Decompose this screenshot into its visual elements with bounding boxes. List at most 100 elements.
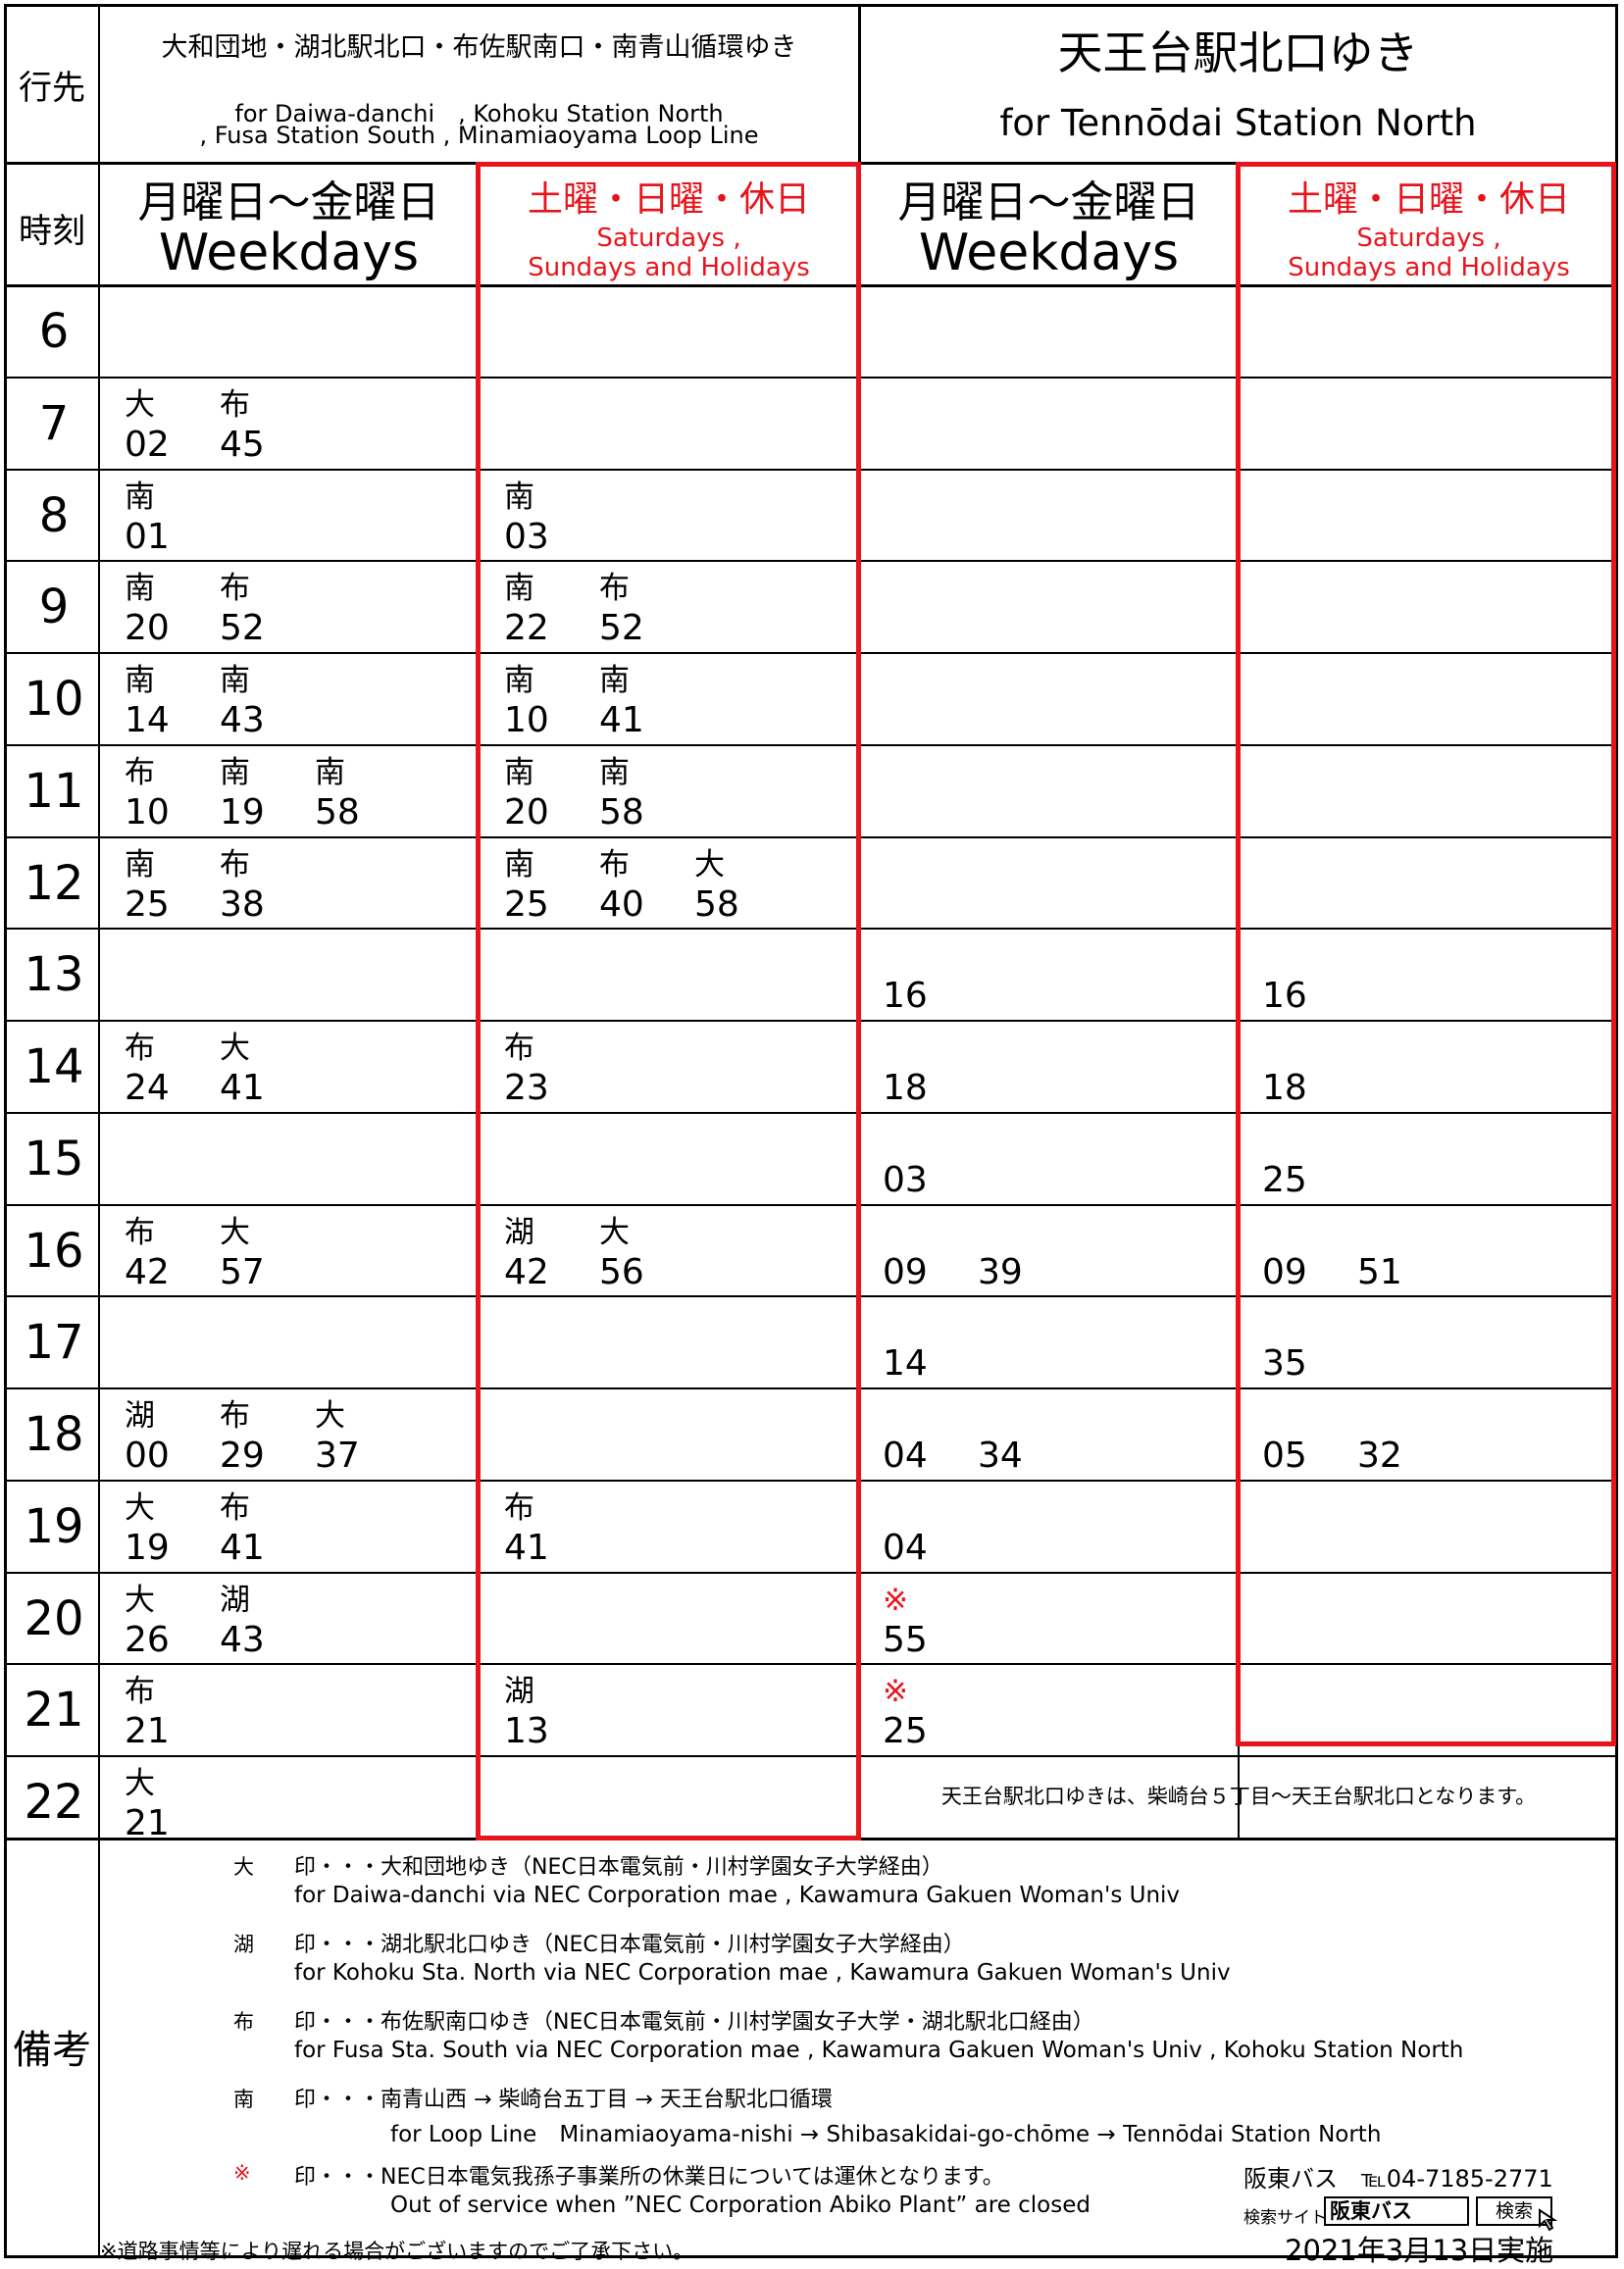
hour-row-divider <box>4 1295 1618 1298</box>
route-mark: 南 <box>315 754 345 790</box>
departure-entry: 南 25 <box>504 846 549 925</box>
departure-minute: 21 <box>125 1711 170 1752</box>
departure-entry: 16 <box>883 937 928 1016</box>
route-mark: 布 <box>125 1031 155 1066</box>
departure-minute: 04 <box>883 1527 928 1568</box>
route-mark: 布 <box>125 754 155 790</box>
departure-entry: 39 <box>978 1214 1023 1292</box>
departure-minute: 41 <box>220 1068 265 1108</box>
departure-entry: 04 <box>883 1489 928 1568</box>
route-mark: 南 <box>504 571 534 607</box>
departure-minute: 29 <box>220 1436 265 1476</box>
departure-minute: 35 <box>1262 1343 1307 1385</box>
route-mark: 南 <box>599 754 630 790</box>
departure-entry: 南 22 <box>504 570 549 648</box>
departure-minute: 20 <box>504 791 549 832</box>
departure-entry: 18 <box>883 1030 928 1108</box>
departure-entry: 布 38 <box>220 846 265 925</box>
departure-minute: 25 <box>883 1711 928 1752</box>
route-mark <box>883 1397 928 1437</box>
daytype-divider <box>4 284 1618 287</box>
hour-label: 17 <box>24 1315 84 1371</box>
hour-row-divider <box>4 1203 1618 1206</box>
hour-row-divider <box>4 468 1618 471</box>
note-english: for Fusa Sta. South via NEC Corporation … <box>294 2038 1464 2063</box>
left-destination-en-1: for Daiwa-danchi , Kohoku Station North <box>234 100 724 127</box>
note-english: Out of service when ”NEC Corporation Abi… <box>390 2193 1091 2218</box>
note-japanese: 印・・・NEC日本電気我孫子事業所の休業日については運休となります。 <box>294 2165 1004 2190</box>
route-mark: 南 <box>220 663 250 698</box>
departure-minute: 58 <box>599 791 644 832</box>
departure-minute: 04 <box>883 1436 928 1476</box>
hour-label: 19 <box>24 1498 84 1554</box>
departure-minute: 03 <box>883 1159 928 1200</box>
hour-label: 21 <box>24 1683 84 1739</box>
hour-row-divider <box>4 1479 1618 1482</box>
departure-minute: 18 <box>883 1068 928 1108</box>
note-symbol: 南 <box>233 2088 254 2111</box>
departure-entry: 南 20 <box>504 754 549 832</box>
right-daytype-divider <box>1238 162 1240 1839</box>
hour-row-divider <box>4 1111 1618 1114</box>
search-button[interactable]: 検索 <box>1476 2196 1552 2226</box>
note-symbol: ※ <box>233 2161 251 2185</box>
departure-minute: 41 <box>220 1527 265 1568</box>
departure-entry: 南 03 <box>504 479 549 557</box>
departure-entry: 18 <box>1262 1030 1307 1108</box>
note-japanese: 印・・・布佐駅南口ゆき（NEC日本電気前・川村学園女子大学・湖北駅北口経由） <box>294 2010 1094 2035</box>
departure-minute: 25 <box>504 883 549 925</box>
departure-minute: 34 <box>978 1436 1023 1476</box>
route-mark: 布 <box>220 571 250 607</box>
hour-label: 12 <box>24 855 84 911</box>
departure-entry: 大 57 <box>220 1214 265 1292</box>
route-mark <box>978 1214 1023 1253</box>
route-mark: 南 <box>599 663 630 698</box>
departure-entry: 25 <box>1262 1122 1307 1200</box>
route-mark: 南 <box>125 571 155 607</box>
departure-minute: 55 <box>883 1619 928 1660</box>
hour-label: 13 <box>24 947 84 1003</box>
hour-label: 10 <box>24 672 84 727</box>
departure-entry: 大 37 <box>315 1397 360 1476</box>
departure-minute: 19 <box>220 791 265 832</box>
departure-minute: 18 <box>1262 1068 1307 1108</box>
route-mark <box>1262 1305 1307 1344</box>
time-label: 時刻 <box>19 212 85 251</box>
departure-entry: 南 41 <box>599 662 644 740</box>
right-holiday-en-2: Sundays and Holidays <box>1288 253 1570 282</box>
search-field[interactable]: 阪東バス <box>1324 2196 1469 2226</box>
hour-label: 15 <box>24 1131 84 1186</box>
departure-entry: 布 52 <box>220 570 265 648</box>
departure-minute: 58 <box>315 791 360 832</box>
departure-entry: 大 19 <box>125 1489 170 1568</box>
departure-minute: 45 <box>220 424 265 465</box>
hour-row-divider <box>4 743 1618 746</box>
departure-minute: 23 <box>504 1068 549 1108</box>
note-english: for Kohoku Sta. North via NEC Corporatio… <box>294 1960 1231 1986</box>
right-destination-en: for Tennōdai Station North <box>999 102 1477 144</box>
departure-entry: 布 52 <box>599 570 644 648</box>
search-button-label: 検索 <box>1495 2200 1533 2222</box>
header-divider <box>4 162 1618 165</box>
route-mark <box>883 937 928 977</box>
hour-label: 16 <box>24 1223 84 1279</box>
left-weekday-en: Weekdays <box>158 224 420 282</box>
departure-entry: 南 01 <box>125 479 170 557</box>
departure-entry: 35 <box>1262 1305 1307 1384</box>
departure-minute: 41 <box>599 700 644 740</box>
search-label: 検索サイト <box>1243 2208 1327 2228</box>
departure-entry: 南 25 <box>125 846 170 925</box>
note-japanese: 印・・・湖北駅北口ゆき（NEC日本電気前・川村学園女子大学経由） <box>294 1933 965 1957</box>
departure-entry: 51 <box>1357 1214 1402 1292</box>
route-mark: 南 <box>504 479 534 515</box>
route-mark: 布 <box>220 1398 250 1434</box>
departure-entry: 布 23 <box>504 1030 549 1108</box>
departure-entry: 南 14 <box>125 662 170 740</box>
route-mark <box>978 1397 1023 1437</box>
route-mark: 湖 <box>125 1398 155 1434</box>
route-mark <box>883 1214 928 1253</box>
departure-minute: 09 <box>1262 1251 1307 1292</box>
departure-minute: 05 <box>1262 1436 1307 1476</box>
departure-minute: 09 <box>883 1251 928 1292</box>
route-mark: 布 <box>125 1214 155 1250</box>
